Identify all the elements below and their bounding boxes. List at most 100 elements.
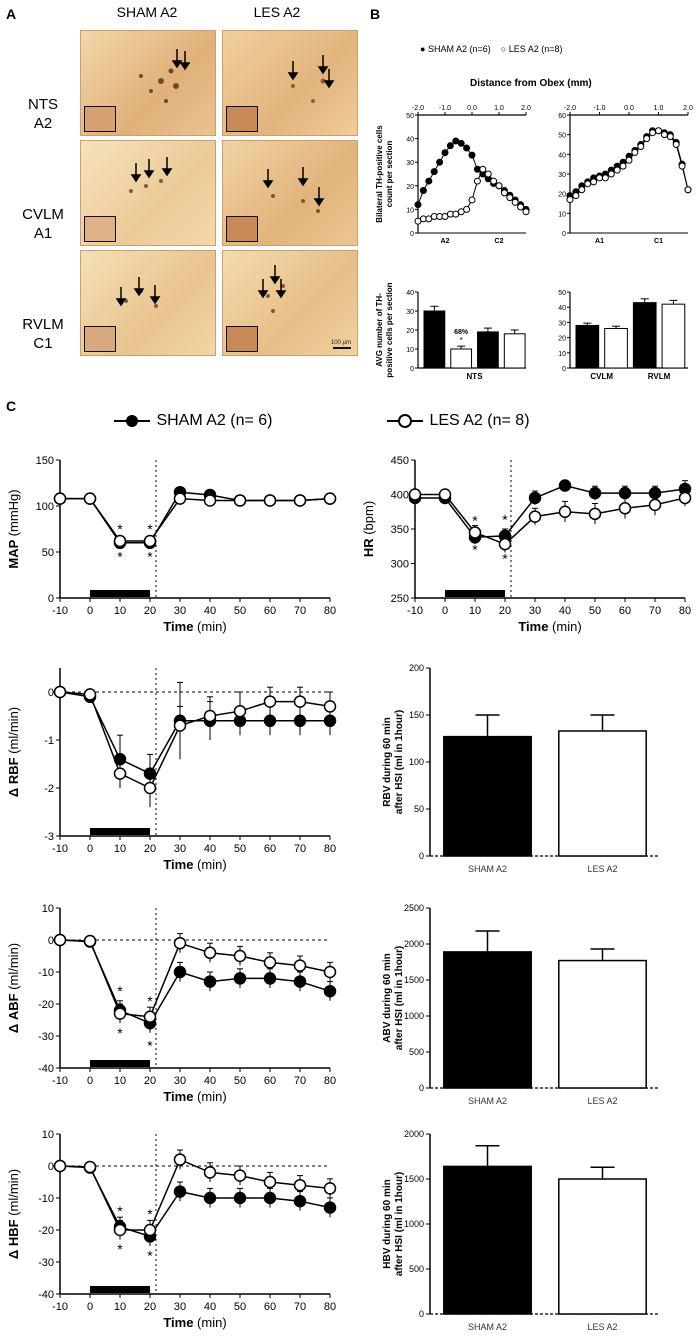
- y-tick-label: -10: [38, 967, 54, 979]
- sham-point: [263, 972, 277, 985]
- les-point: [498, 537, 512, 551]
- x-tick-label: 60: [264, 605, 276, 617]
- les-point: [203, 709, 217, 723]
- sham-point: [419, 187, 427, 195]
- x-tick-label: -10: [52, 1075, 68, 1087]
- les-point: [143, 534, 157, 548]
- y-axis-title-line2: after HSI (ml in 1hour): [394, 1172, 405, 1276]
- x-tick-label: 40: [204, 1075, 216, 1087]
- les-point: [468, 196, 476, 204]
- x-tick-label: 0: [87, 1075, 93, 1087]
- category-label: SHAM A2: [468, 1096, 507, 1106]
- x-tick-label: 0: [87, 1301, 93, 1313]
- les-point: [618, 502, 632, 515]
- sham-point: [263, 1191, 277, 1205]
- x-tick-label: 10: [114, 605, 126, 617]
- y-tick-label: -3: [44, 831, 54, 843]
- micrograph-rvlm-sham: [80, 250, 216, 356]
- les-point: [473, 177, 481, 185]
- x-tick-label: 20: [144, 843, 156, 855]
- sham-point: [323, 1201, 337, 1214]
- les-point: [263, 695, 277, 708]
- inset-box: [226, 326, 258, 352]
- y-tick-label: 100: [36, 501, 54, 513]
- cell-dots: [287, 55, 335, 103]
- les-point: [578, 186, 586, 194]
- y-tick-label: -20: [38, 999, 54, 1011]
- sham-point: [430, 168, 438, 176]
- les-point: [293, 494, 307, 507]
- y-tick-label: 250: [391, 593, 409, 605]
- les-point: [572, 192, 580, 200]
- y-tick-label: 10: [406, 207, 414, 214]
- y-tick-label: 20: [558, 192, 566, 199]
- x-tick-label: 70: [294, 843, 306, 855]
- les-point: [173, 936, 187, 950]
- significance-star: *: [147, 549, 153, 565]
- x-tick-label: 0.0: [467, 105, 477, 112]
- x-tick-label: 60: [264, 843, 276, 855]
- sham-point: [233, 1191, 247, 1205]
- chart-hr: 250 300 350 400 450 -10 0 10 20 30 40 50 60 70 80 Time …: [361, 455, 692, 634]
- les-point: [83, 492, 97, 505]
- x-axis-title-unit: (min): [552, 619, 582, 634]
- x-tick-label: 60: [619, 605, 631, 617]
- inset-box: [226, 216, 258, 242]
- les-point: [490, 177, 498, 185]
- panel-a-col-sham: SHAM A2: [116, 4, 178, 20]
- x-axis-title-main: Time: [163, 1315, 197, 1330]
- group-label: RVLM: [648, 372, 671, 381]
- les-point: [263, 1175, 277, 1189]
- y-tick-label: 2000: [404, 1129, 424, 1139]
- x-tick-label: 2.0: [521, 105, 531, 112]
- les-point: [113, 1223, 127, 1237]
- les-point: [293, 959, 307, 972]
- legend-sham-marker: ●: [420, 44, 426, 54]
- chart-vlm-avg-bar: 0 10 20 30 40 50 CVLM RVLM: [558, 290, 688, 381]
- x-tick-label: 40: [204, 843, 216, 855]
- les-point: [596, 174, 603, 182]
- y-tick-label: 1500: [404, 975, 424, 985]
- les-point: [323, 965, 337, 979]
- les-point: [263, 956, 277, 969]
- y-axis-title-line1: Bilateral TH-positive cells: [375, 125, 384, 223]
- y-tick-label: -1: [44, 735, 54, 747]
- y-axis-title-line1: AVG number of TH-: [375, 293, 384, 367]
- region-label: A2: [441, 238, 450, 245]
- les-point: [203, 946, 217, 960]
- legend-les-label: LES A2 (n= 8): [429, 412, 530, 429]
- inset-box: [84, 106, 116, 132]
- les-point: [173, 492, 187, 505]
- x-tick-label: 70: [649, 605, 661, 617]
- cell-dots: [115, 277, 161, 308]
- x-tick-label: -2.0: [412, 105, 424, 112]
- y-tick-label: -10: [38, 1193, 54, 1205]
- group-label: NTS: [467, 372, 484, 381]
- significance-star: *: [147, 521, 153, 537]
- x-tick-label: 0: [87, 605, 93, 617]
- sham-point: [263, 714, 277, 728]
- les-point: [517, 203, 525, 211]
- x-tick-label: 70: [294, 605, 306, 617]
- les-point: [143, 1010, 157, 1024]
- y-tick-label: 450: [391, 455, 409, 467]
- significance-star: *: [117, 549, 123, 565]
- legend-sham-label: SHAM A2 (n= 6): [156, 412, 273, 429]
- stimulus-bar: [445, 590, 505, 597]
- sham-series-line: [59, 691, 330, 775]
- y-tick-label: 500: [409, 1264, 424, 1274]
- sham-point: [457, 139, 465, 147]
- y-tick-label: 30: [406, 309, 414, 316]
- y-axis-title: MAP (mmHg): [6, 489, 21, 568]
- les-point: [233, 494, 247, 507]
- les-point: [233, 949, 247, 963]
- sham-bar: [423, 310, 446, 369]
- sham-point: [414, 201, 422, 209]
- les-point: [438, 488, 452, 501]
- sham-point: [425, 177, 433, 185]
- sham-point: [203, 1191, 217, 1205]
- x-tick-label: 50: [234, 1301, 246, 1313]
- sham-series-line: [59, 939, 331, 1025]
- les-point: [637, 142, 645, 150]
